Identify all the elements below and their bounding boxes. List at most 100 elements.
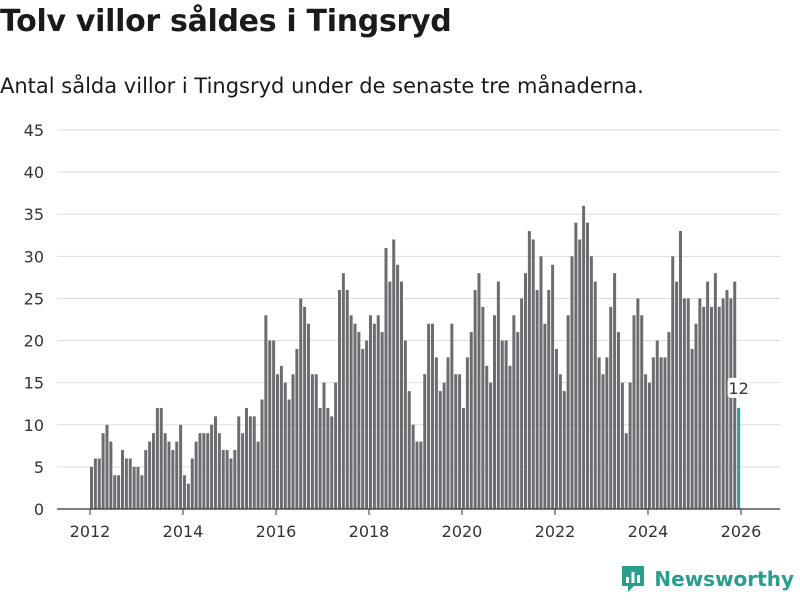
bar <box>376 315 380 509</box>
bar <box>531 239 535 510</box>
bar <box>403 340 407 509</box>
bar <box>155 407 159 509</box>
bar <box>136 466 140 509</box>
y-tick-label: 35 <box>24 205 44 224</box>
bar <box>434 357 438 509</box>
bar <box>589 256 593 509</box>
bar <box>458 374 462 509</box>
bar <box>617 332 620 509</box>
x-tick-label: 2022 <box>535 522 576 541</box>
bar <box>314 374 318 509</box>
bar <box>361 348 365 509</box>
x-tick-label: 2016 <box>256 522 297 541</box>
bar <box>225 450 229 509</box>
bar <box>659 357 663 509</box>
bar <box>551 264 555 509</box>
bar <box>210 424 214 509</box>
newsworthy-logo-icon <box>622 566 645 592</box>
bar <box>229 458 233 509</box>
bar <box>675 281 679 509</box>
x-tick-label: 2026 <box>721 522 762 541</box>
bar <box>454 374 458 509</box>
y-tick-label: 15 <box>24 374 44 393</box>
bar <box>636 298 640 509</box>
bar <box>512 315 516 509</box>
bar <box>411 424 415 509</box>
x-tick-label: 2012 <box>70 522 111 541</box>
y-tick-label: 20 <box>24 332 44 351</box>
bar <box>245 407 248 509</box>
bar <box>248 416 252 509</box>
bar <box>256 441 260 509</box>
bar <box>655 340 659 509</box>
bar <box>148 441 152 509</box>
bar <box>496 281 500 509</box>
bar <box>721 298 725 509</box>
bar <box>640 315 644 509</box>
bar <box>206 433 210 509</box>
bar <box>330 416 334 509</box>
bar <box>702 306 706 509</box>
bar <box>729 298 733 509</box>
bar <box>233 450 237 509</box>
bar <box>214 416 217 509</box>
bar <box>194 441 198 509</box>
newsworthy-brand: Newsworthy <box>620 564 794 594</box>
bar <box>713 273 717 509</box>
bar <box>357 332 361 509</box>
y-tick-label: 40 <box>24 163 44 182</box>
bar <box>318 407 322 509</box>
bar <box>276 374 279 509</box>
bar <box>438 391 442 509</box>
bar <box>648 382 651 509</box>
bar <box>508 365 512 509</box>
bar <box>574 222 578 509</box>
bar <box>682 298 686 509</box>
gridlines <box>57 129 780 468</box>
bar <box>121 450 124 509</box>
bar <box>186 483 190 509</box>
bar <box>183 475 186 509</box>
x-tick-label: 2014 <box>163 522 204 541</box>
bar <box>190 458 194 509</box>
bar <box>171 450 175 509</box>
x-tick-label: 2024 <box>628 522 669 541</box>
bar <box>90 466 93 509</box>
bar <box>663 357 667 509</box>
bar <box>710 306 713 509</box>
bar <box>128 458 132 509</box>
bar <box>241 433 245 509</box>
bar <box>326 407 330 509</box>
bar <box>369 315 372 509</box>
bar <box>628 382 632 509</box>
bar <box>651 357 655 509</box>
bar <box>520 298 524 509</box>
brand-name: Newsworthy <box>654 567 794 591</box>
bar <box>349 315 353 509</box>
bar <box>310 374 314 509</box>
bar <box>291 374 295 509</box>
bar <box>462 407 465 509</box>
bar <box>345 290 349 509</box>
bar <box>465 357 469 509</box>
bar <box>396 264 400 509</box>
chart-subtitle: Antal sålda villor i Tingsryd under de s… <box>0 74 644 98</box>
highlight-label-background <box>727 377 750 398</box>
bar <box>334 382 338 509</box>
bar <box>322 382 326 509</box>
bar <box>167 441 171 509</box>
bar <box>252 416 256 509</box>
bar <box>140 475 144 509</box>
bar <box>287 399 291 509</box>
bar <box>299 298 303 509</box>
bars <box>90 205 741 510</box>
bar <box>570 256 574 509</box>
bar <box>198 433 202 509</box>
bar <box>620 382 624 509</box>
bar <box>725 290 729 509</box>
bar <box>283 382 287 509</box>
bar <box>388 281 392 509</box>
bar <box>307 323 310 509</box>
bar <box>423 374 427 509</box>
bar <box>485 365 489 509</box>
